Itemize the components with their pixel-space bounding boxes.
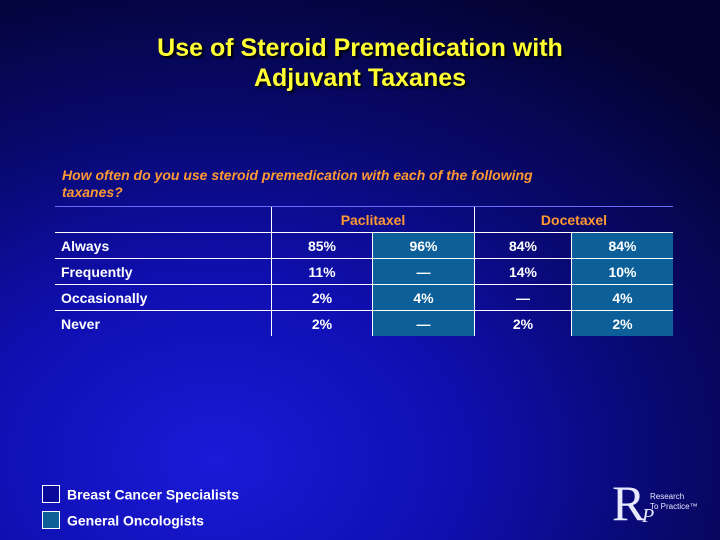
results-table: Paclitaxel Docetaxel Always 85% 96% 84% … bbox=[55, 206, 673, 336]
logo-text-line-1: Research bbox=[650, 492, 685, 501]
table-cell: 2% bbox=[271, 310, 373, 336]
table-cell: — bbox=[372, 310, 475, 336]
logo-letter-p: P bbox=[642, 505, 655, 527]
logo-letter-r: R bbox=[612, 475, 646, 531]
title-line-1: Use of Steroid Premedication with bbox=[157, 34, 563, 62]
row-label: Never bbox=[55, 310, 272, 336]
legend-item-breast-cancer-specialists: Breast Cancer Specialists bbox=[42, 485, 239, 504]
table-row: Frequently 11% — 14% 10% bbox=[55, 258, 673, 285]
table-cell: — bbox=[372, 258, 475, 285]
table-cell: 14% bbox=[474, 258, 572, 285]
row-label: Occasionally bbox=[55, 284, 272, 311]
table-row: Occasionally 2% 4% — 4% bbox=[55, 284, 673, 311]
table-cell: 2% bbox=[271, 284, 373, 311]
table-header-row: Paclitaxel Docetaxel bbox=[55, 206, 673, 233]
table-cell: 11% bbox=[271, 258, 373, 285]
table-cell: 10% bbox=[571, 258, 673, 285]
table-cell: 84% bbox=[571, 232, 673, 259]
table-row: Always 85% 96% 84% 84% bbox=[55, 232, 673, 259]
legend-label: General Oncologists bbox=[67, 512, 204, 529]
title-line-2: Adjuvant Taxanes bbox=[253, 64, 467, 92]
group-header-docetaxel: Docetaxel bbox=[474, 206, 673, 233]
table-cell: 84% bbox=[474, 232, 572, 259]
header-empty-cell bbox=[55, 206, 272, 233]
survey-question: How often do you use steroid premedicati… bbox=[62, 167, 533, 200]
logo-text-line-2: To Practice™ bbox=[650, 502, 698, 511]
slide-title: Use of Steroid Premedication with Adjuva… bbox=[0, 33, 720, 93]
table-cell: 4% bbox=[571, 284, 673, 311]
legend-swatch bbox=[42, 511, 60, 530]
table-cell: — bbox=[474, 284, 572, 311]
table-cell: 2% bbox=[571, 310, 673, 336]
table-row: Never 2% — 2% 2% bbox=[55, 310, 673, 336]
table-cell: 2% bbox=[474, 310, 572, 336]
table-cell: 85% bbox=[271, 232, 373, 259]
legend-item-general-oncologists: General Oncologists bbox=[42, 511, 204, 530]
group-header-paclitaxel: Paclitaxel bbox=[271, 206, 475, 233]
table-cell: 96% bbox=[372, 232, 475, 259]
legend-swatch bbox=[42, 485, 60, 504]
legend-label: Breast Cancer Specialists bbox=[67, 486, 239, 503]
row-label: Always bbox=[55, 232, 272, 259]
row-label: Frequently bbox=[55, 258, 272, 285]
research-to-practice-logo: R P Research To Practice™ bbox=[612, 478, 717, 530]
table-cell: 4% bbox=[372, 284, 475, 311]
